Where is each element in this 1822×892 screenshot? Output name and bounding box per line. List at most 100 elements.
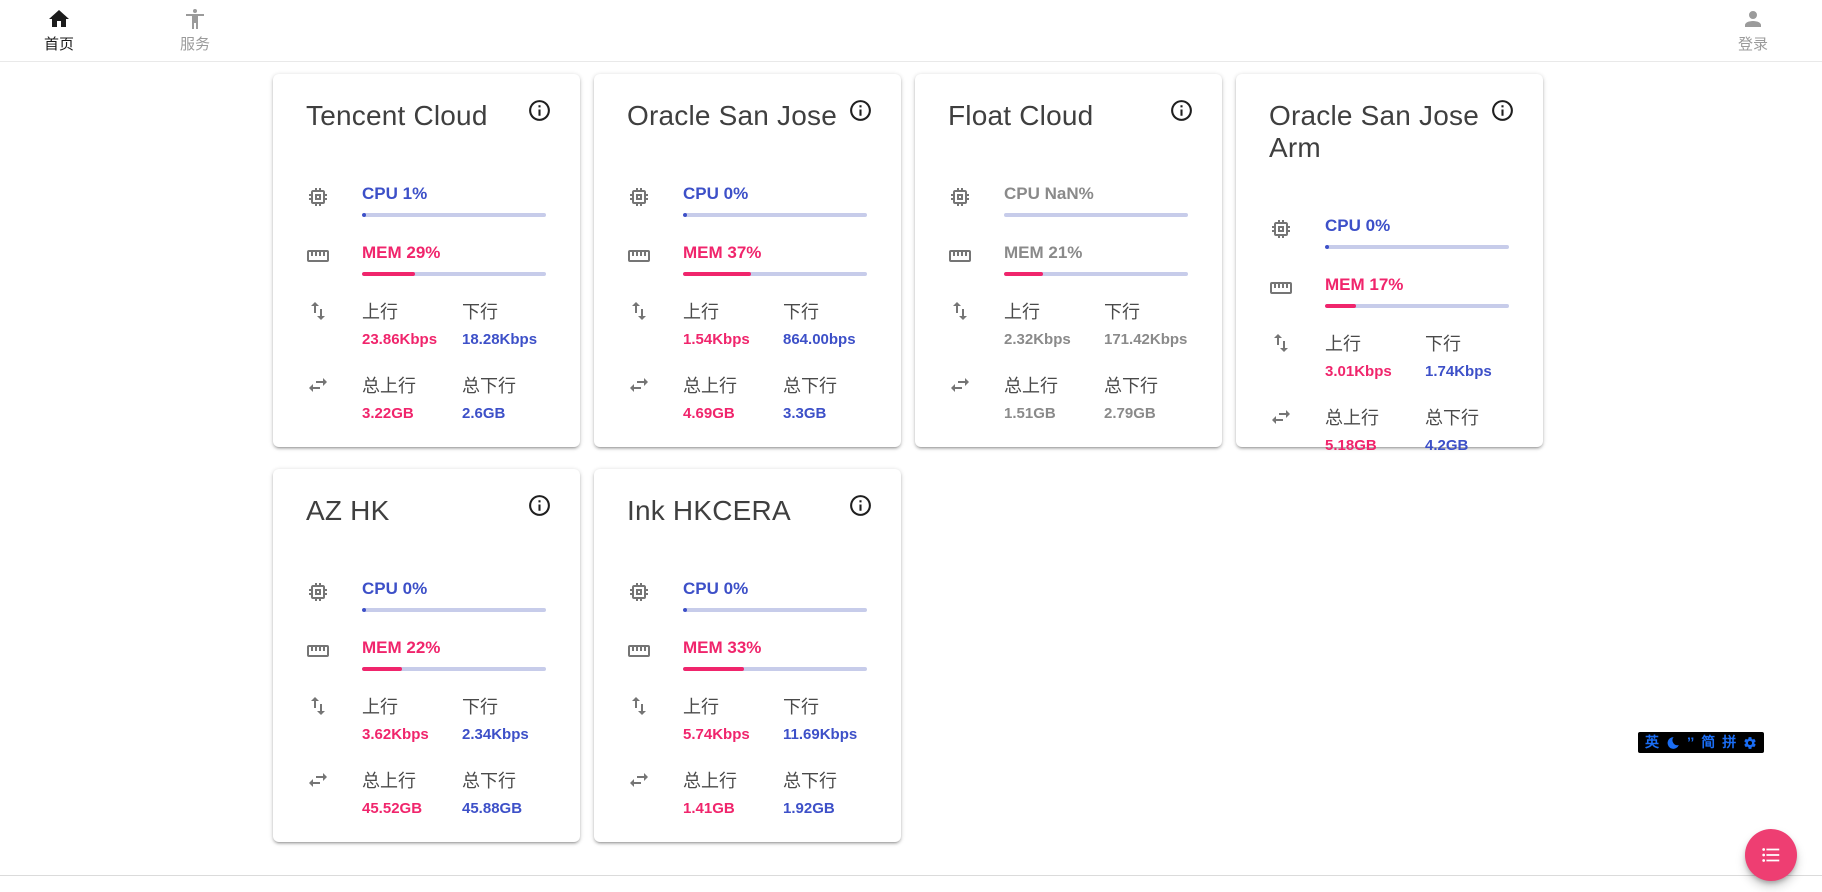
ime-language-toggle[interactable]: 英 bbox=[1645, 734, 1659, 750]
net-cols: 上行 3.01Kbps 下行 1.74Kbps bbox=[1325, 330, 1509, 380]
server-name: Oracle San Jose bbox=[627, 100, 837, 131]
cpu-progress-bar bbox=[362, 608, 546, 612]
total-download-value: 2.6GB bbox=[462, 405, 506, 422]
total-download-col: 总下行 3.3GB bbox=[783, 372, 867, 422]
download-label: 下行 bbox=[783, 697, 819, 717]
network-speed-row: 上行 2.32Kbps 下行 171.42Kbps bbox=[948, 298, 1188, 348]
info-icon[interactable] bbox=[848, 493, 873, 518]
info-icon[interactable] bbox=[848, 98, 873, 123]
cpu-body: CPU 0% bbox=[362, 579, 546, 612]
cpu-chip-icon bbox=[627, 185, 651, 209]
upload-label: 上行 bbox=[683, 302, 719, 322]
cpu-body: CPU 1% bbox=[362, 184, 546, 217]
server-card: Tencent Cloud CPU 1% MEM 29% bbox=[273, 74, 580, 447]
upload-col: 上行 3.01Kbps bbox=[1325, 330, 1425, 380]
mem-progress-bar bbox=[1004, 272, 1188, 276]
cpu-usage-label: CPU NaN% bbox=[1004, 184, 1094, 203]
cpu-chip-icon bbox=[306, 580, 330, 604]
total-download-value: 45.88GB bbox=[462, 800, 523, 817]
download-value: 171.42Kbps bbox=[1104, 331, 1188, 348]
upload-value: 3.01Kbps bbox=[1325, 363, 1392, 380]
ime-scheme-toggle[interactable]: 拼 bbox=[1722, 734, 1737, 750]
download-col: 下行 18.28Kbps bbox=[462, 298, 546, 348]
cpu-row: CPU 0% bbox=[1269, 216, 1509, 249]
nav-item-services[interactable]: 服务 bbox=[171, 7, 219, 54]
total-download-label: 总下行 bbox=[1104, 376, 1158, 396]
server-name: Float Cloud bbox=[948, 100, 1094, 131]
server-card: Ink HKCERA CPU 0% MEM 33% bbox=[594, 469, 901, 842]
swap-horizontal-icon bbox=[306, 768, 330, 792]
upload-label: 上行 bbox=[362, 697, 398, 717]
nav-item-login[interactable]: 登录 bbox=[1729, 7, 1777, 54]
network-total-row: 总上行 1.51GB 总下行 2.79GB bbox=[948, 372, 1188, 422]
card-header: Oracle San Jose bbox=[627, 100, 871, 132]
total-upload-col: 总上行 45.52GB bbox=[362, 767, 462, 817]
network-speed-row: 上行 3.62Kbps 下行 2.34Kbps bbox=[306, 693, 546, 743]
list-icon bbox=[1760, 844, 1782, 866]
download-value: 864.00bps bbox=[783, 331, 856, 348]
total-upload-value: 4.69GB bbox=[683, 405, 735, 422]
download-col: 下行 171.42Kbps bbox=[1104, 298, 1188, 348]
server-list-fab-button[interactable] bbox=[1745, 829, 1797, 881]
card-header: Tencent Cloud bbox=[306, 100, 550, 132]
cpu-usage-label: CPU 0% bbox=[683, 184, 749, 203]
mem-row: MEM 29% bbox=[306, 243, 546, 276]
server-name: Oracle San Jose Arm bbox=[1269, 100, 1479, 163]
home-icon bbox=[47, 7, 71, 31]
download-col: 下行 2.34Kbps bbox=[462, 693, 546, 743]
total-download-value: 3.3GB bbox=[783, 405, 827, 422]
upload-col: 上行 5.74Kbps bbox=[683, 693, 783, 743]
upload-label: 上行 bbox=[683, 697, 719, 717]
net-cols: 上行 5.74Kbps 下行 11.69Kbps bbox=[683, 693, 867, 743]
info-icon[interactable] bbox=[1169, 98, 1194, 123]
cpu-progress-bar bbox=[683, 608, 867, 612]
cpu-progress-fill bbox=[683, 213, 687, 217]
card-header: Float Cloud bbox=[948, 100, 1192, 132]
info-icon[interactable] bbox=[527, 493, 552, 518]
card-header: Ink HKCERA bbox=[627, 495, 871, 527]
nav-item-home[interactable]: 首页 bbox=[35, 7, 83, 54]
cpu-body: CPU 0% bbox=[683, 184, 867, 217]
gear-icon[interactable] bbox=[1743, 736, 1757, 750]
total-upload-label: 总上行 bbox=[683, 376, 737, 396]
total-cols: 总上行 3.22GB 总下行 2.6GB bbox=[362, 372, 546, 422]
network-total-row: 总上行 1.41GB 总下行 1.92GB bbox=[627, 767, 867, 817]
moon-icon[interactable] bbox=[1666, 736, 1680, 750]
download-col: 下行 11.69Kbps bbox=[783, 693, 867, 743]
server-name: AZ HK bbox=[306, 495, 390, 526]
cpu-usage-label: CPU 0% bbox=[1325, 216, 1391, 235]
network-speed-row: 上行 5.74Kbps 下行 11.69Kbps bbox=[627, 693, 867, 743]
mem-progress-fill bbox=[362, 667, 403, 671]
server-card: Oracle San Jose Arm CPU 0% MEM 17% bbox=[1236, 74, 1543, 454]
network-total-row: 总上行 45.52GB 总下行 45.88GB bbox=[306, 767, 546, 817]
net-cols: 上行 2.32Kbps 下行 171.42Kbps bbox=[1004, 298, 1188, 348]
download-label: 下行 bbox=[1104, 302, 1140, 322]
swap-vertical-icon bbox=[306, 694, 330, 718]
total-download-value: 2.79GB bbox=[1104, 405, 1156, 422]
cpu-body: CPU 0% bbox=[683, 579, 867, 612]
upload-col: 上行 1.54Kbps bbox=[683, 298, 783, 348]
server-name: Tencent Cloud bbox=[306, 100, 488, 131]
cpu-progress-bar bbox=[1325, 245, 1509, 249]
cpu-chip-icon bbox=[627, 580, 651, 604]
network-total-row: 总上行 4.69GB 总下行 3.3GB bbox=[627, 372, 867, 422]
cpu-chip-icon bbox=[948, 185, 972, 209]
mem-body: MEM 29% bbox=[362, 243, 546, 276]
total-upload-col: 总上行 4.69GB bbox=[683, 372, 783, 422]
total-upload-col: 总上行 1.41GB bbox=[683, 767, 783, 817]
footer-divider bbox=[0, 875, 1822, 876]
info-icon[interactable] bbox=[1490, 98, 1515, 123]
mem-body: MEM 21% bbox=[1004, 243, 1188, 276]
total-download-label: 总下行 bbox=[783, 771, 837, 791]
total-download-col: 总下行 2.6GB bbox=[462, 372, 546, 422]
download-label: 下行 bbox=[783, 302, 819, 322]
network-total-row: 总上行 3.22GB 总下行 2.6GB bbox=[306, 372, 546, 422]
mem-body: MEM 17% bbox=[1325, 275, 1509, 308]
info-icon[interactable] bbox=[527, 98, 552, 123]
ime-charset-toggle[interactable]: 简 bbox=[1701, 734, 1716, 750]
ime-toolbar: 英 ’’ 简 拼 bbox=[1638, 732, 1765, 753]
swap-vertical-icon bbox=[1269, 331, 1293, 355]
cpu-usage-label: CPU 0% bbox=[362, 579, 428, 598]
memory-ruler-icon bbox=[948, 244, 972, 268]
ime-punctuation-toggle[interactable]: ’’ bbox=[1687, 734, 1695, 750]
